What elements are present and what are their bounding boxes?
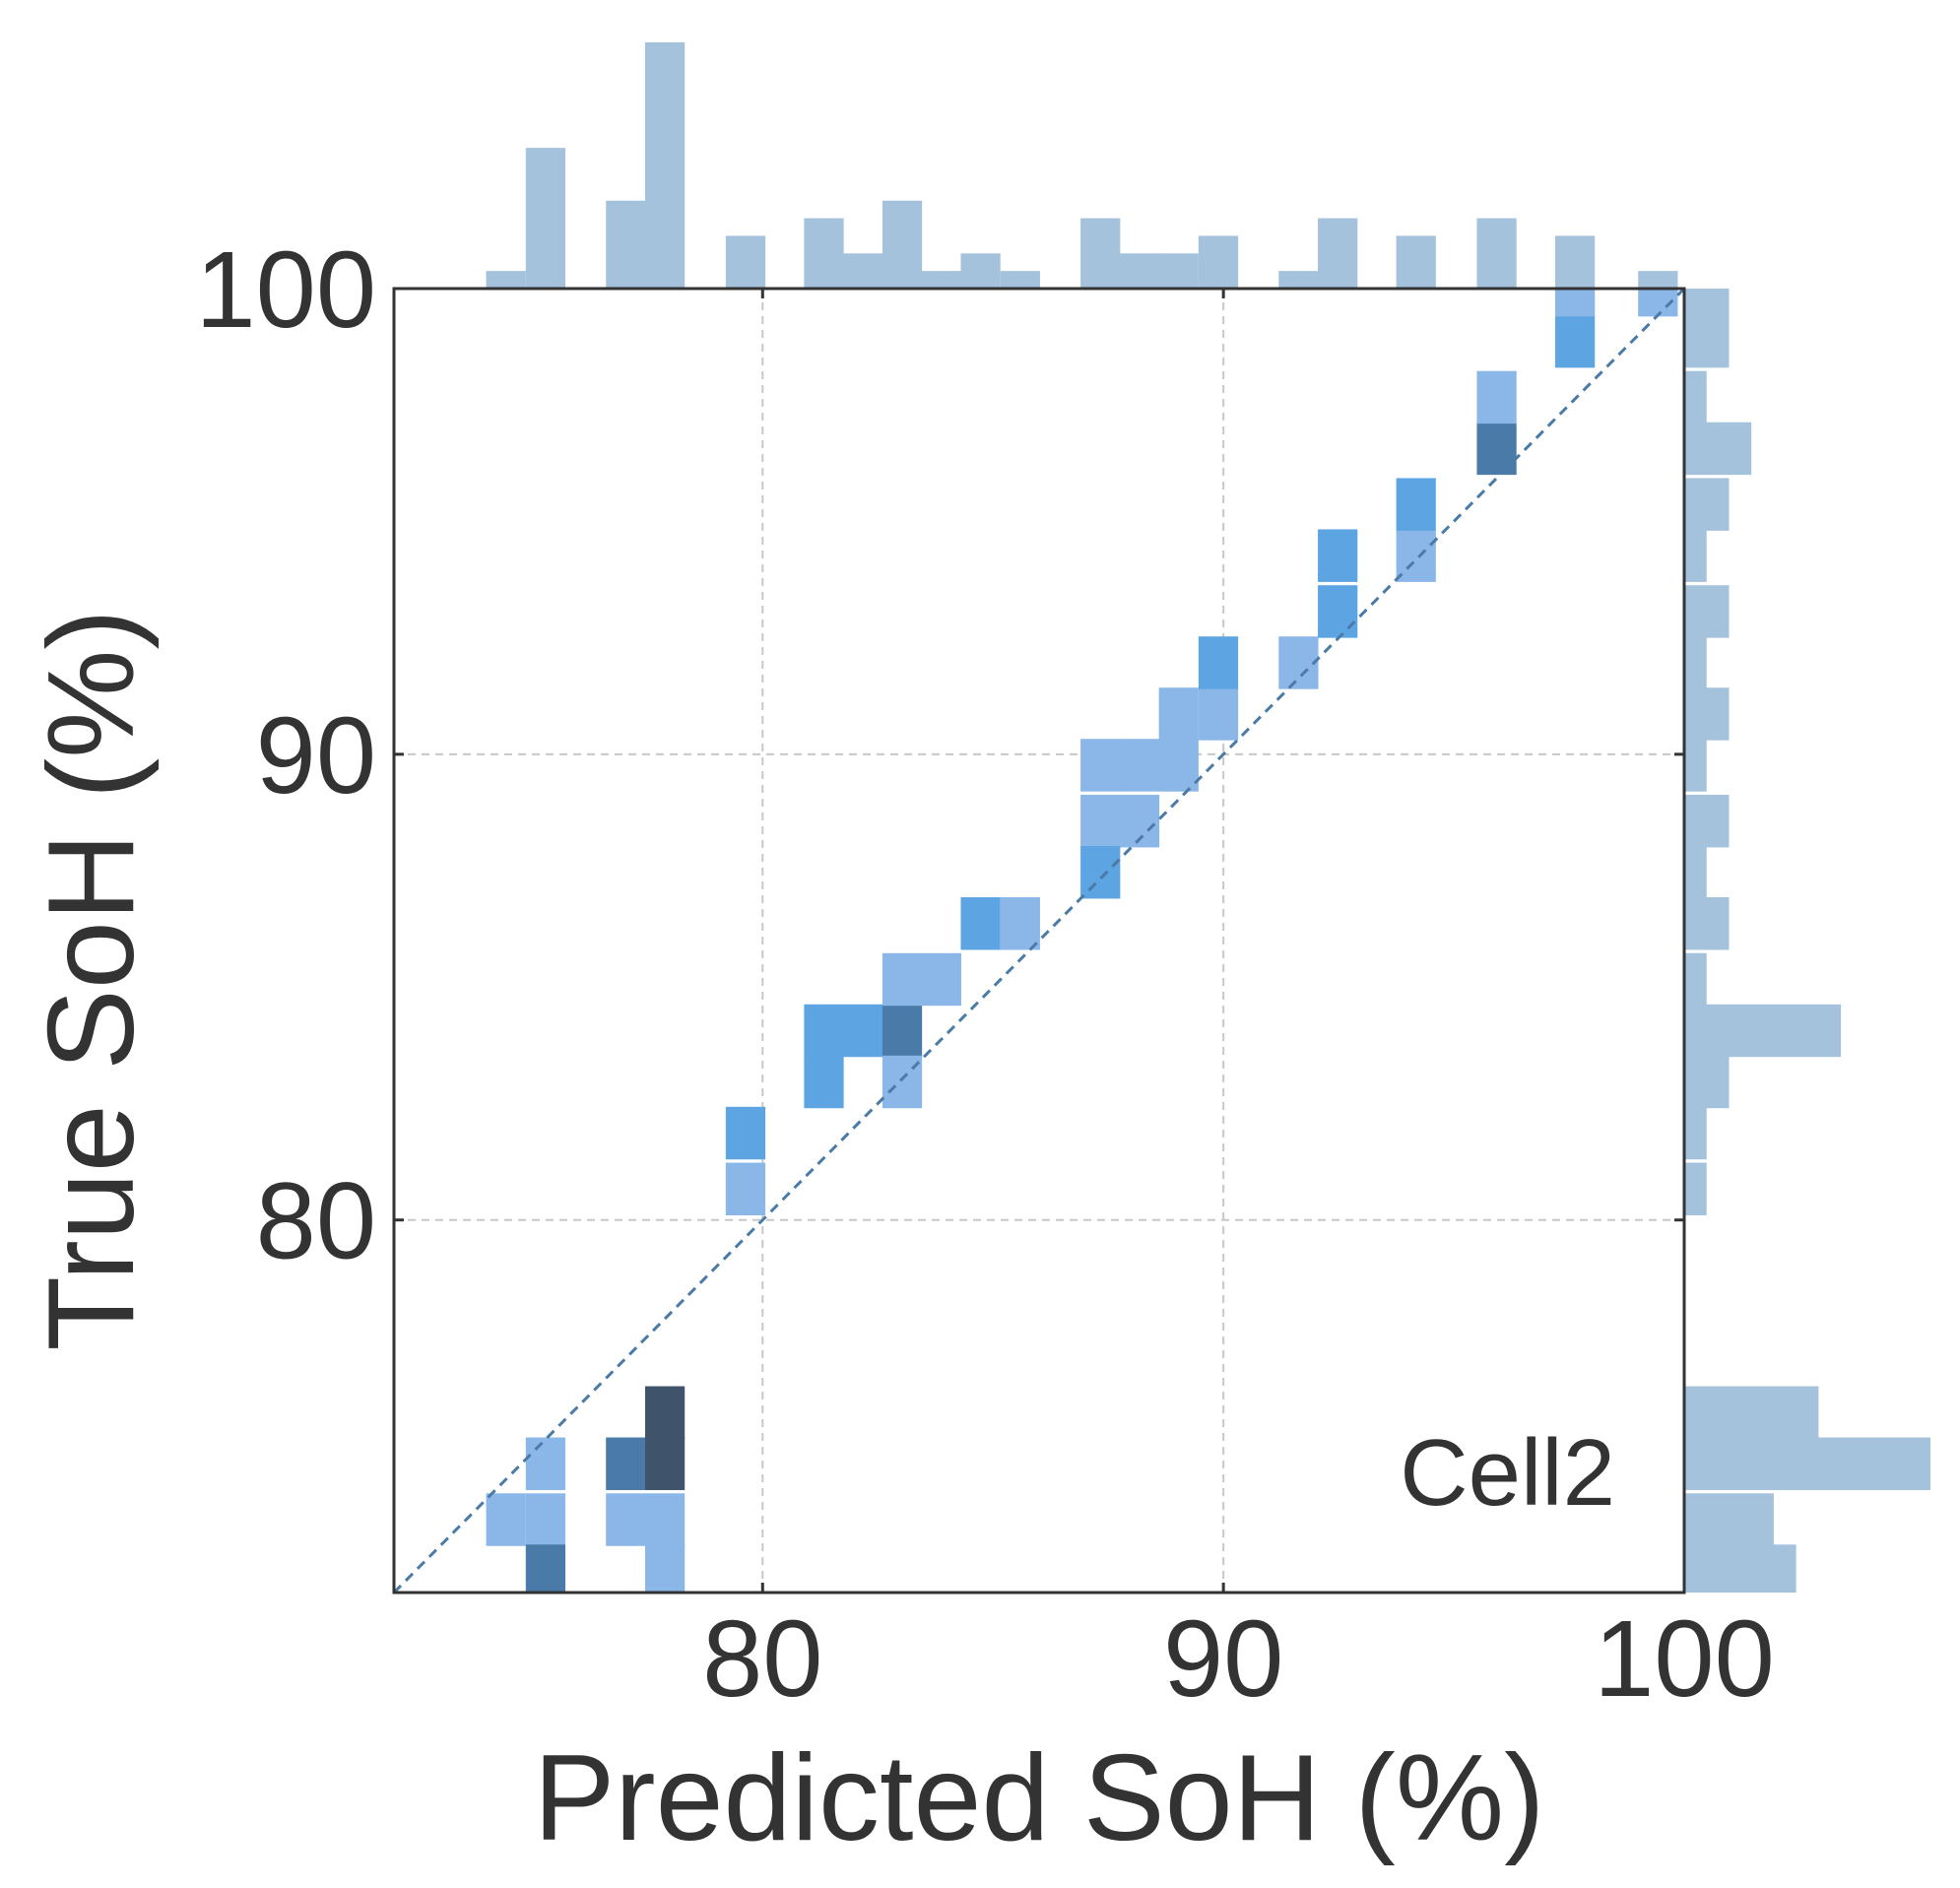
- heatmap-cell: [1555, 314, 1596, 368]
- y-marginal-bar: [1684, 687, 1730, 741]
- heatmap-cell: [882, 1004, 923, 1058]
- y-marginal-bar: [1684, 952, 1707, 1007]
- x-tick-label: 100: [1594, 1598, 1775, 1720]
- heatmap-cell: [1080, 739, 1121, 792]
- heatmap-cell: [725, 1106, 766, 1160]
- x-marginal-bar: [1318, 218, 1358, 289]
- heatmap-cell: [1278, 636, 1319, 689]
- heatmap-cell: [725, 1162, 766, 1215]
- x-marginal-bar: [525, 148, 566, 289]
- y-marginal-bar: [1684, 636, 1707, 689]
- y-marginal-bar: [1684, 1386, 1819, 1439]
- heatmap-cell: [804, 1055, 844, 1109]
- heatmap-cell: [1396, 529, 1436, 582]
- y-marginal-bar: [1684, 422, 1752, 476]
- y-marginal-bar: [1684, 1004, 1842, 1058]
- heatmap-cell: [1119, 739, 1160, 792]
- heatmap-cell: [606, 1493, 646, 1546]
- x-marginal-bar: [1158, 253, 1199, 289]
- x-marginal-bar: [1638, 271, 1678, 289]
- y-marginal-bar: [1684, 1162, 1707, 1215]
- y-marginal-bar: [1684, 1437, 1930, 1490]
- y-marginal-histogram: [1684, 289, 1930, 1593]
- x-marginal-bar: [1000, 271, 1040, 289]
- x-marginal-bar: [1119, 253, 1160, 289]
- grid-lines: [394, 289, 1684, 1593]
- heatmap-cell: [1476, 422, 1517, 476]
- heatmap-cell: [1080, 846, 1121, 899]
- x-marginal-bar: [486, 271, 526, 289]
- y-marginal-bar: [1684, 585, 1730, 638]
- x-marginal-bar: [804, 218, 844, 289]
- heatmap-cell: [606, 1437, 646, 1490]
- y-marginal-bar: [1684, 1106, 1707, 1160]
- plot-frame: [392, 287, 1686, 1595]
- y-marginal-bar: [1684, 794, 1730, 848]
- heatmap-cell: [1158, 687, 1199, 741]
- x-marginal-bar: [1476, 218, 1517, 289]
- y-marginal-bar: [1684, 846, 1707, 899]
- axis-ticks: 80 90 100 80 90 100: [195, 229, 1774, 1720]
- heatmap-cell: [804, 1004, 844, 1058]
- heatmap-cell: [644, 1544, 686, 1593]
- y-marginal-bar: [1684, 739, 1707, 792]
- y-marginal-bar: [1684, 289, 1730, 317]
- cell-annotation: Cell2: [1400, 1420, 1615, 1526]
- heatmap-cell: [882, 952, 923, 1007]
- heatmap-cell: [960, 897, 1001, 950]
- x-marginal-bar: [921, 271, 961, 289]
- heatmap-cell: [1318, 585, 1358, 638]
- heatmap-cell: [486, 1493, 526, 1546]
- x-axis-label: Predicted SoH (%): [534, 1730, 1545, 1866]
- heatmap-cell: [525, 1493, 566, 1546]
- identity-line: [392, 287, 1686, 1595]
- x-marginal-bar: [1555, 235, 1596, 289]
- heatmap-cell: [644, 1386, 686, 1439]
- y-marginal-bar: [1684, 314, 1730, 368]
- y-marginal-bar: [1684, 370, 1707, 424]
- heatmap-cell: [1158, 739, 1199, 792]
- x-marginal-bar: [960, 253, 1001, 289]
- x-marginal-bar: [725, 235, 766, 289]
- heatmap-cell: [1555, 289, 1596, 317]
- x-marginal-bar: [644, 42, 686, 289]
- y-tick-label: 80: [256, 1161, 376, 1282]
- heatmap-cell: [1318, 529, 1358, 582]
- x-marginal-bar: [882, 200, 923, 289]
- y-marginal-bar: [1684, 1055, 1730, 1109]
- y-marginal-bar: [1684, 897, 1730, 950]
- heatmap-cell: [1198, 687, 1239, 741]
- y-marginal-bar: [1684, 1544, 1797, 1593]
- x-marginal-histogram: [486, 42, 1678, 289]
- y-marginal-bar: [1684, 1493, 1774, 1546]
- x-marginal-bar: [1278, 271, 1319, 289]
- heatmap-cell: [525, 1437, 566, 1490]
- heatmap-cell: [1000, 897, 1040, 950]
- heatmap-cell: [1080, 794, 1121, 848]
- y-tick-label: 90: [256, 695, 376, 816]
- heatmap-cell: [921, 952, 961, 1007]
- x-marginal-bar: [1396, 235, 1436, 289]
- heatmap-cell: [644, 1437, 686, 1490]
- heatmap-cell: [843, 1004, 883, 1058]
- x-marginal-bar: [1198, 235, 1239, 289]
- heatmap-cell: [525, 1544, 566, 1593]
- y-tick-label: 100: [195, 229, 376, 351]
- x-marginal-bar: [843, 253, 883, 289]
- y-marginal-bar: [1684, 478, 1730, 531]
- heatmap-cell: [1476, 370, 1517, 424]
- y-marginal-bar: [1684, 529, 1707, 582]
- heatmap-cell: [1198, 636, 1239, 689]
- x-marginal-bar: [1080, 218, 1121, 289]
- y-axis-label: True SoH (%): [24, 609, 160, 1350]
- heatmap-cell: [644, 1493, 686, 1546]
- x-marginal-bar: [606, 200, 646, 289]
- x-tick-label: 90: [1163, 1598, 1283, 1720]
- x-tick-label: 80: [702, 1598, 822, 1720]
- heatmap-cell: [1396, 478, 1436, 531]
